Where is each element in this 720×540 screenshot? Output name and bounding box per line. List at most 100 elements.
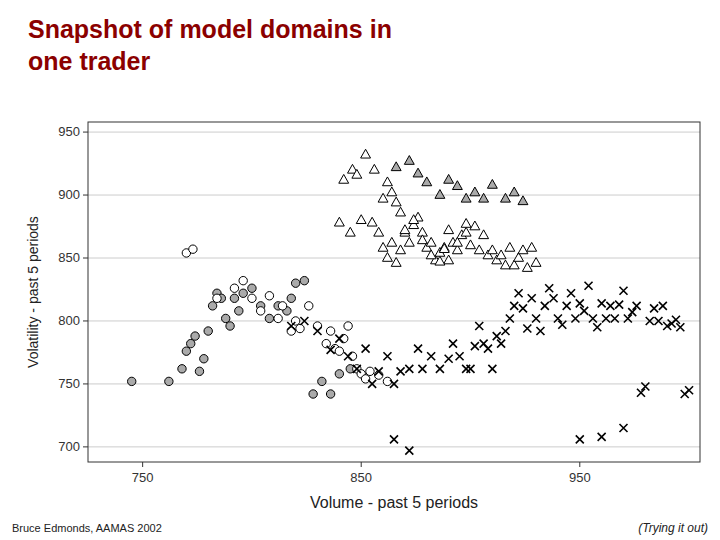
point xyxy=(650,304,658,312)
point xyxy=(576,435,584,443)
point xyxy=(191,332,199,340)
point xyxy=(506,314,514,322)
series xyxy=(391,156,528,205)
point xyxy=(353,365,361,373)
point xyxy=(497,340,505,348)
point xyxy=(326,327,334,335)
point xyxy=(541,302,549,310)
grid-line xyxy=(88,446,700,447)
point xyxy=(471,342,479,350)
point xyxy=(356,215,366,224)
point xyxy=(505,242,515,251)
point xyxy=(368,380,376,388)
point xyxy=(487,245,497,254)
point xyxy=(387,187,397,196)
annotation: Bruce Edmonds, AAMAS 2002 xyxy=(12,522,162,534)
point xyxy=(404,237,414,246)
grid-line xyxy=(88,258,700,259)
point xyxy=(435,190,445,199)
point xyxy=(598,433,606,441)
point xyxy=(265,314,273,322)
point xyxy=(248,284,256,292)
point xyxy=(352,169,362,178)
point xyxy=(278,302,286,310)
point xyxy=(353,365,361,373)
point xyxy=(348,352,356,360)
point xyxy=(200,355,208,363)
point xyxy=(405,365,413,373)
point xyxy=(466,240,476,249)
point xyxy=(452,237,462,246)
point xyxy=(417,235,427,244)
tick-label: 950 xyxy=(569,470,591,485)
point xyxy=(335,370,343,378)
point xyxy=(461,219,471,228)
tick-label: 850 xyxy=(58,250,80,265)
point xyxy=(375,367,383,375)
point xyxy=(467,365,475,373)
point xyxy=(256,307,264,315)
point xyxy=(589,314,597,322)
tick-label: 750 xyxy=(132,470,154,485)
point xyxy=(213,294,221,302)
plot-area xyxy=(128,149,694,454)
point xyxy=(456,352,464,360)
point xyxy=(335,347,343,355)
tick-mark xyxy=(83,195,88,196)
point xyxy=(518,245,528,254)
point xyxy=(615,301,623,309)
point xyxy=(274,314,282,322)
point xyxy=(585,282,593,290)
point xyxy=(501,260,511,269)
point xyxy=(327,346,335,354)
point xyxy=(479,193,489,202)
point xyxy=(646,317,654,325)
point xyxy=(418,365,426,373)
point xyxy=(461,227,471,236)
point xyxy=(239,289,247,297)
point xyxy=(187,339,195,347)
plot-frame xyxy=(88,122,700,462)
point xyxy=(676,323,684,331)
point xyxy=(195,367,203,375)
point xyxy=(606,302,614,310)
point xyxy=(367,217,377,226)
point xyxy=(334,217,344,226)
point xyxy=(390,380,398,388)
point xyxy=(445,355,453,363)
point xyxy=(340,334,348,342)
tick-mark xyxy=(83,258,88,259)
point xyxy=(484,345,492,353)
title: one trader xyxy=(28,47,151,75)
plot-background xyxy=(88,122,700,462)
tick-mark xyxy=(83,446,88,447)
point xyxy=(510,302,518,310)
point xyxy=(391,258,401,267)
point xyxy=(685,386,693,394)
point xyxy=(523,325,531,333)
point xyxy=(545,284,553,292)
point xyxy=(439,244,449,253)
tick-label: 900 xyxy=(58,187,80,202)
point xyxy=(576,299,584,307)
point xyxy=(470,187,480,196)
point xyxy=(444,174,454,183)
point xyxy=(474,245,484,254)
point xyxy=(178,365,186,373)
point xyxy=(369,164,379,173)
point xyxy=(400,225,410,234)
grid-line xyxy=(88,132,700,133)
point xyxy=(550,294,558,302)
title: Snapshot of model domains in xyxy=(28,15,392,43)
point xyxy=(479,230,489,239)
point xyxy=(309,390,317,398)
point xyxy=(391,197,401,206)
point xyxy=(128,377,136,385)
point xyxy=(528,294,536,302)
point xyxy=(230,294,238,302)
series xyxy=(128,276,355,398)
tick-mark xyxy=(579,462,580,467)
point xyxy=(461,193,471,202)
point xyxy=(345,227,355,236)
point xyxy=(226,322,234,330)
